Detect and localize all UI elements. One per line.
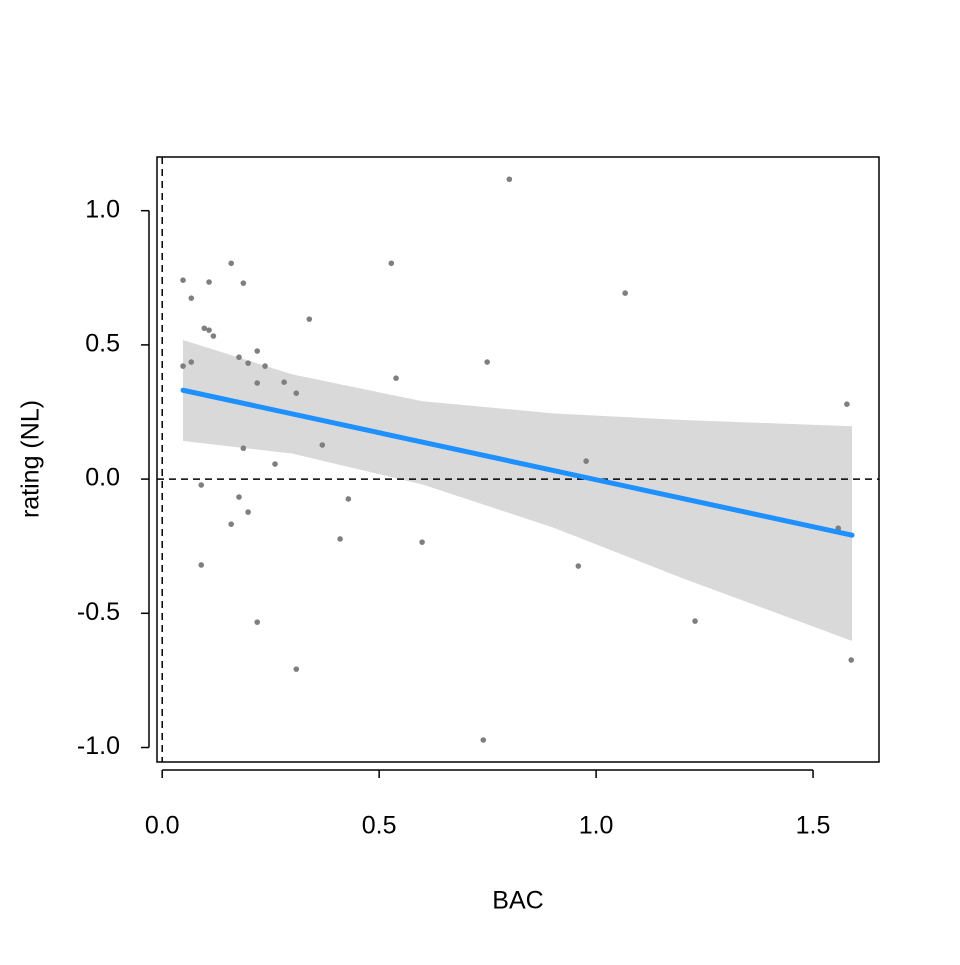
y-tick-label: -0.5 [77, 598, 120, 626]
data-point [240, 445, 247, 452]
confidence-band [183, 340, 853, 641]
data-point [201, 325, 208, 332]
data-point [337, 536, 343, 542]
data-point [388, 260, 395, 267]
x-tick-label: 0.0 [145, 812, 180, 840]
data-point [692, 618, 698, 624]
data-point [306, 316, 313, 322]
data-point [345, 496, 352, 502]
data-point [272, 461, 278, 467]
y-tick-label: 1.0 [85, 195, 120, 223]
data-point [480, 737, 487, 743]
data-point [228, 260, 234, 267]
data-point [293, 666, 300, 672]
data-point [188, 295, 195, 301]
x-tick-label: 0.5 [362, 812, 397, 840]
x-axis-label: BAC [492, 887, 543, 915]
data-point [198, 482, 205, 488]
x-tick-label: 1.5 [796, 812, 831, 840]
y-tick-label: 0.5 [85, 329, 120, 357]
data-point [848, 657, 855, 663]
data-point [319, 442, 326, 448]
data-point [188, 359, 195, 365]
y-tick-label: -1.0 [77, 732, 120, 760]
y-tick-label: 0.0 [85, 464, 120, 492]
fit-line [180, 387, 855, 538]
data-point [206, 327, 212, 333]
data-point [583, 458, 589, 464]
data-point [419, 539, 425, 545]
data-point [245, 509, 251, 515]
data-point [484, 359, 490, 365]
data-point [575, 563, 582, 569]
data-point [293, 390, 300, 397]
data-point [228, 521, 234, 527]
data-point [254, 619, 261, 625]
data-point [198, 562, 205, 568]
plot-area [157, 157, 879, 762]
data-point [254, 348, 261, 354]
data-point [506, 176, 513, 183]
data-point [245, 360, 251, 366]
data-point [180, 363, 186, 369]
data-point [236, 494, 242, 500]
data-point [240, 280, 247, 286]
y-axis-label: rating (NL) [17, 400, 45, 518]
data-point [236, 354, 242, 361]
data-point [844, 401, 850, 408]
data-point [254, 380, 261, 386]
plot-frame [156, 156, 880, 763]
data-point [281, 379, 287, 385]
data-point [393, 375, 399, 381]
data-point [206, 279, 212, 285]
data-point [262, 363, 268, 369]
data-point [210, 333, 217, 339]
data-point [622, 290, 628, 296]
x-tick-label: 1.0 [579, 812, 614, 840]
data-point [180, 277, 186, 284]
